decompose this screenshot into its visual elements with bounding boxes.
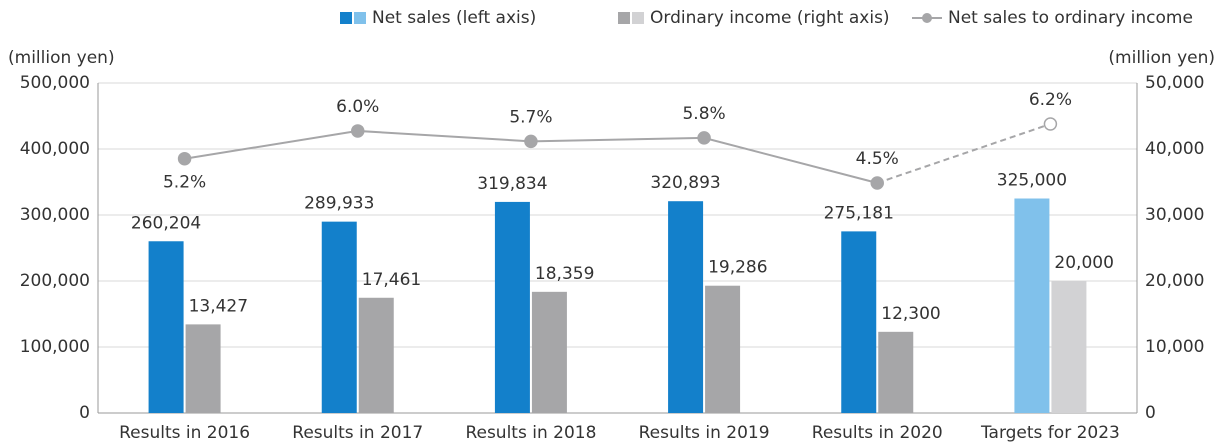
bar <box>148 241 184 413</box>
data-label: 275,181 <box>824 203 894 223</box>
data-label: 6.2% <box>1029 90 1072 110</box>
data-label: 18,359 <box>535 264 594 284</box>
legend-label: Net sales (left axis) <box>372 8 536 28</box>
y-tick-label: 200,000 <box>20 271 90 291</box>
data-label: 260,204 <box>131 213 201 233</box>
bar <box>494 201 530 413</box>
data-label: 13,427 <box>189 296 248 316</box>
y2-tick-label: 20,000 <box>1145 271 1204 291</box>
legend-label: Net sales to ordinary income <box>948 8 1193 28</box>
legend-swatch <box>632 12 644 24</box>
data-label: 289,933 <box>304 194 374 214</box>
x-tick-label: Results in 2020 <box>812 423 943 442</box>
x-tick-label: Results in 2017 <box>292 423 423 442</box>
data-label: 12,300 <box>881 304 940 324</box>
x-tick-label: Targets for 2023 <box>980 423 1120 442</box>
legend-swatch <box>618 12 630 24</box>
line-point <box>1043 117 1058 131</box>
x-tick-label: Results in 2016 <box>119 423 250 442</box>
data-label: 5.2% <box>163 173 206 193</box>
legend-swatch <box>340 12 352 24</box>
data-label: 17,461 <box>362 270 421 290</box>
line-point <box>351 124 365 138</box>
data-label: 4.5% <box>856 149 899 169</box>
x-tick-label: Results in 2018 <box>465 423 596 442</box>
y-axis-label: (million yen) <box>8 48 115 68</box>
line-target <box>876 123 1051 184</box>
bar <box>1051 281 1087 413</box>
bar <box>321 221 357 413</box>
data-label: 6.0% <box>336 97 379 117</box>
y-tick-label: 400,000 <box>20 139 90 159</box>
bar <box>705 285 741 413</box>
bar <box>841 231 877 413</box>
y2-tick-label: 40,000 <box>1145 139 1204 159</box>
x-tick-label: Results in 2019 <box>639 423 770 442</box>
y-tick-label: 0 <box>79 403 90 423</box>
bar <box>185 324 221 413</box>
bar <box>358 297 394 413</box>
legend-swatch <box>922 13 932 23</box>
y-tick-label: 300,000 <box>20 205 90 225</box>
data-label: 20,000 <box>1054 253 1113 273</box>
data-label: 5.8% <box>682 104 725 124</box>
data-label: 19,286 <box>708 258 767 278</box>
bar <box>878 331 914 413</box>
data-label: 319,834 <box>477 174 547 194</box>
bar <box>531 291 567 413</box>
legend-label: Ordinary income (right axis) <box>650 8 890 28</box>
data-label: 320,893 <box>650 173 720 193</box>
data-label: 5.7% <box>509 107 552 127</box>
line-point <box>177 151 192 166</box>
data-label: 325,000 <box>997 171 1067 191</box>
bar <box>668 201 704 413</box>
line-point <box>524 134 538 149</box>
y2-tick-label: 30,000 <box>1145 205 1204 225</box>
legend-swatch <box>354 12 366 24</box>
y2-tick-label: 50,000 <box>1145 73 1204 93</box>
y2-axis-label: (million yen) <box>1108 48 1215 68</box>
line-point <box>870 176 884 190</box>
y-tick-label: 500,000 <box>20 73 90 93</box>
line-point <box>697 131 711 145</box>
bar <box>1014 198 1050 413</box>
y2-tick-label: 10,000 <box>1145 337 1204 357</box>
y-tick-label: 100,000 <box>20 337 90 357</box>
y2-tick-label: 0 <box>1145 403 1156 423</box>
